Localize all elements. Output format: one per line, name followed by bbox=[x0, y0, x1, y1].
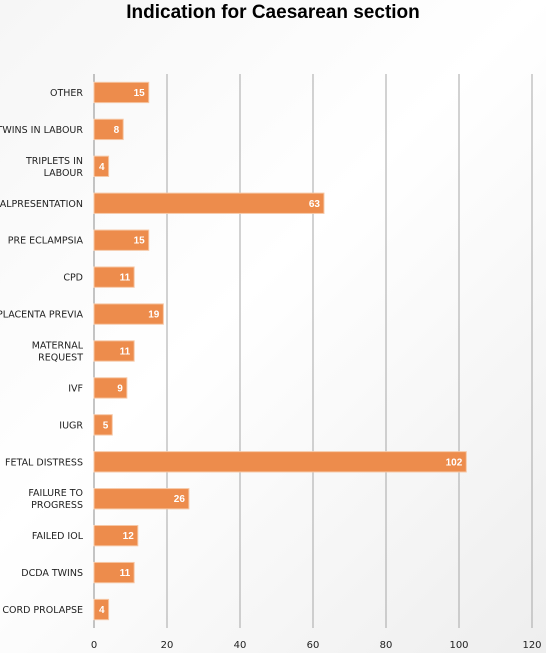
data-label: 11 bbox=[120, 273, 131, 284]
data-label: 12 bbox=[123, 531, 135, 542]
bar bbox=[93, 118, 124, 141]
data-label: 4 bbox=[99, 162, 105, 173]
data-label: 9 bbox=[117, 383, 123, 394]
x-tick-label: 80 bbox=[380, 640, 393, 651]
bar bbox=[93, 81, 150, 104]
data-label: 11 bbox=[120, 347, 131, 358]
x-tick-label: 40 bbox=[234, 640, 247, 651]
data-label: 63 bbox=[309, 199, 321, 210]
bar bbox=[93, 340, 135, 362]
bar bbox=[93, 561, 135, 584]
y-tick-label: PRE ECLAMPSIA bbox=[8, 236, 84, 247]
bar bbox=[93, 598, 110, 621]
data-label: 15 bbox=[134, 88, 146, 99]
bar bbox=[93, 266, 135, 288]
y-tick-label: MALPRESENTATION bbox=[0, 199, 83, 210]
y-tick-label: DCDA TWINS bbox=[21, 568, 83, 579]
bar bbox=[93, 229, 150, 251]
bar bbox=[93, 451, 467, 473]
y-tick-label: PLACENTA PREVIA bbox=[0, 310, 83, 321]
y-tick-label: IVF bbox=[68, 383, 83, 394]
bar bbox=[93, 377, 128, 399]
x-tick-label: 120 bbox=[522, 640, 541, 651]
data-label: 102 bbox=[446, 457, 463, 468]
y-tick-label: FAILURE TO PROGRESS bbox=[28, 488, 83, 511]
y-tick-label: MATERNAL REQUEST bbox=[32, 341, 84, 364]
x-tick-label: 20 bbox=[161, 640, 174, 651]
data-label: 26 bbox=[174, 494, 186, 505]
y-tick-label: CORD PROLAPSE bbox=[2, 605, 83, 616]
bar bbox=[93, 192, 325, 214]
data-label: 15 bbox=[134, 236, 146, 247]
x-tick-label: 100 bbox=[449, 640, 468, 651]
y-tick-label: FAILED IOL bbox=[32, 531, 84, 542]
y-tick-label: OTHER bbox=[50, 88, 83, 99]
y-tick-label: TRIPLETS IN LABOUR bbox=[25, 156, 83, 179]
bar bbox=[93, 155, 110, 177]
y-tick-label: TWINS IN LABOUR bbox=[0, 125, 83, 136]
data-label: 11 bbox=[120, 568, 131, 579]
bar bbox=[93, 414, 113, 436]
y-tick-label: IUGR bbox=[59, 420, 83, 431]
bar bbox=[93, 488, 190, 510]
chart-title: Indication for Caesarean section bbox=[126, 2, 420, 23]
x-tick-label: 60 bbox=[307, 640, 320, 651]
y-tick-label: CPD bbox=[63, 273, 83, 284]
data-label: 19 bbox=[148, 310, 160, 321]
bar bbox=[93, 303, 164, 325]
y-tick-label: FETAL DISTRESS bbox=[5, 457, 83, 468]
data-label: 4 bbox=[99, 605, 105, 616]
x-tick-label: 0 bbox=[91, 640, 97, 651]
data-label: 5 bbox=[103, 420, 109, 431]
bar bbox=[93, 525, 139, 547]
data-label: 8 bbox=[114, 125, 120, 136]
